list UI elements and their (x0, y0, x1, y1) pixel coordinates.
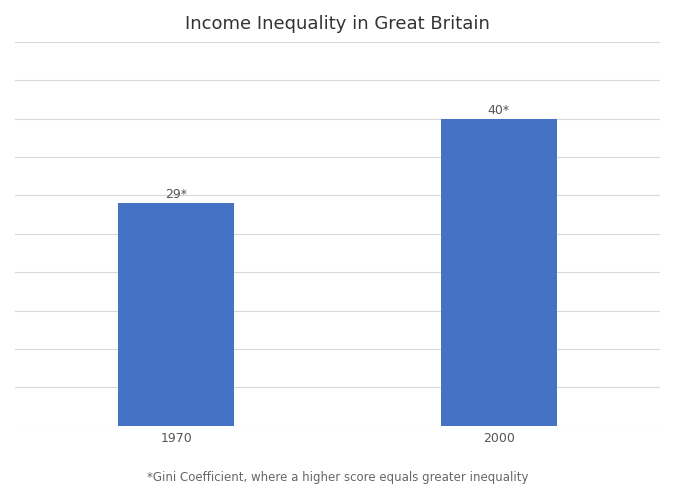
Title: Income Inequality in Great Britain: Income Inequality in Great Britain (185, 15, 490, 33)
Bar (441, 120, 557, 426)
Bar (118, 203, 234, 426)
Text: 29*: 29* (165, 188, 187, 201)
Text: 40*: 40* (487, 103, 510, 116)
Text: *Gini Coefficient, where a higher score equals greater inequality: *Gini Coefficient, where a higher score … (146, 470, 529, 483)
